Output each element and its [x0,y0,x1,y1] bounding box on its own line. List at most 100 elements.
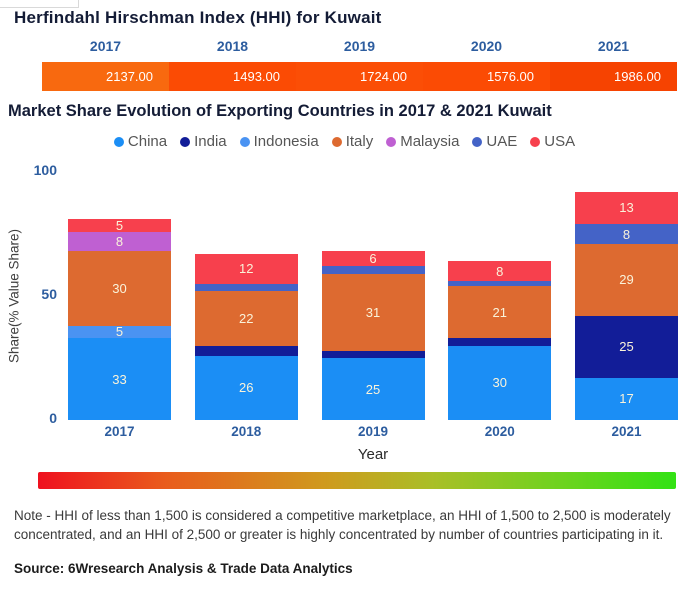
bar-segment-usa-2019[interactable]: 6 [321,251,425,267]
bar-segment-india-2020[interactable] [448,338,552,346]
legend-label: China [127,133,168,150]
legend-label: USA [544,133,576,150]
bar-segment-italy-2020[interactable]: 21 [448,286,552,339]
bar-value-label: 25 [365,381,381,397]
hhi-segment-2021: 1986.00 [550,62,677,91]
bar-value-label: 6 [369,251,377,267]
bar-segment-italy-2018[interactable]: 22 [194,291,298,346]
x-tick-2018: 2018 [231,424,262,439]
hhi-value-bar: 2137.00 1493.00 1724.00 1576.00 1986.00 [42,62,677,91]
bar-value-label: 8 [115,233,124,249]
legend-dot-icon [331,136,342,147]
hhi-title: Herfindahl Hirschman Index (HHI) for Kuw… [14,8,382,27]
hhi-year-label-2020: 2020 [470,38,503,54]
bar-value-label: 13 [619,200,634,216]
bar-segment-indonesia-2017[interactable]: 5 [68,325,171,339]
bar-value-label: 30 [492,375,507,391]
bar-segment-india-2018[interactable] [194,345,298,356]
bar-segment-italy-2017[interactable]: 30 [68,251,171,326]
legend-label: India [194,133,227,150]
stacked-bar-2017: 33 5 30 8 5 [68,219,171,420]
note-text: Note - HHI of less than 1,500 is conside… [14,508,671,543]
hhi-year-label-2018: 2018 [216,38,249,54]
legend-label: Italy [345,133,374,150]
bar-segment-usa-2018[interactable]: 12 [194,253,298,284]
bar-value-label: 33 [112,371,127,387]
bar-segment-india-2019[interactable] [321,350,425,358]
legend-item-malaysia[interactable]: Malaysia [386,133,459,150]
bar-segment-china-2019[interactable]: 25 [321,358,425,420]
bar-value-label: 5 [115,325,124,339]
hhi-segment-2017: 2137.00 [42,62,169,91]
bar-segment-uae-2019[interactable] [321,266,425,274]
legend-item-india[interactable]: India [180,133,227,150]
y-tick-50: 50 [41,286,57,302]
stacked-bar-2019: 25 31 6 [321,251,425,420]
market-share-title: Market Share Evolution of Exporting Coun… [8,102,552,120]
bar-value-label: 5 [115,219,124,232]
hhi-segment-2019: 1724.00 [296,62,423,91]
bar-segment-china-2018[interactable]: 26 [194,355,298,420]
bar-segment-usa-2021[interactable]: 13 [575,191,678,225]
bar-value-label: 17 [619,391,634,407]
legend-dot-icon [386,136,397,147]
x-tick-2017: 2017 [104,424,135,439]
legend-item-uae[interactable]: UAE [472,133,517,150]
stacked-bar-2018: 26 22 12 [194,253,298,420]
bar-value-label: 25 [619,339,634,355]
x-axis-title: Year [357,446,389,463]
bar-segment-uae-2018[interactable] [194,283,298,292]
bar-segment-italy-2021[interactable]: 29 [575,243,678,316]
hhi-segment-2020: 1576.00 [423,62,550,91]
legend-label: Malaysia [400,133,460,150]
x-tick-2019: 2019 [357,424,389,439]
legend-label: UAE [486,133,518,150]
bars-container: 33 5 30 8 5 26 22 12 25 31 6 30 21 8 17 25 29 8 13 [68,172,678,420]
bar-value-label: 8 [496,263,504,279]
hhi-year-label-2017: 2017 [89,38,122,54]
hhi-gradient-scale [38,472,676,489]
x-tick-2020: 2020 [484,424,515,439]
y-tick-100: 100 [33,162,57,178]
legend-item-italy[interactable]: Italy [331,133,374,150]
hhi-year-label-2019: 2019 [343,38,376,54]
legend-dot-icon [530,136,541,147]
bar-segment-malaysia-2017[interactable]: 8 [68,231,171,252]
bar-segment-china-2020[interactable]: 30 [448,345,552,420]
hhi-years-row: 2017 2018 2019 2020 2021 [42,38,677,54]
legend-dot-icon [239,136,250,147]
legend-item-usa[interactable]: USA [530,133,575,150]
bar-segment-usa-2017[interactable]: 5 [68,219,171,232]
top-left-tab-artifact [0,0,79,8]
chart-legend: China India Indonesia Italy Malaysia UAE USA [0,133,689,150]
source-text: Source: 6Wresearch Analysis & Trade Data… [14,561,353,576]
hhi-segment-2018: 1493.00 [169,62,296,91]
bar-segment-china-2017[interactable]: 33 [68,338,171,420]
legend-dot-icon [113,136,124,147]
legend-dot-icon [472,136,483,147]
bar-segment-india-2021[interactable]: 25 [575,315,678,378]
bar-segment-uae-2020[interactable] [448,281,552,287]
bar-segment-italy-2019[interactable]: 31 [321,273,425,351]
bar-segment-china-2021[interactable]: 17 [575,377,678,420]
bar-segment-usa-2020[interactable]: 8 [448,261,552,282]
bar-value-label: 30 [112,281,127,297]
bar-value-label: 29 [619,272,634,288]
bar-value-label: 12 [239,261,254,277]
bar-value-label: 26 [239,380,254,396]
x-tick-2021: 2021 [611,424,642,439]
legend-label: Indonesia [253,133,319,150]
legend-item-indonesia[interactable]: Indonesia [239,133,319,150]
bar-value-label: 31 [365,304,381,320]
plot-area: 33 5 30 8 5 26 22 12 25 31 6 30 21 8 17 25 29 8 13 [68,172,678,420]
bar-value-label: 22 [239,310,254,326]
bar-segment-uae-2021[interactable]: 8 [575,224,678,244]
hhi-year-label-2021: 2021 [597,38,630,54]
bar-value-label: 21 [492,304,507,320]
legend-item-china[interactable]: China [113,133,168,150]
stacked-bar-2021: 17 25 29 8 13 [575,191,678,420]
x-axis-labels: 2017 2018 2019 2020 2021 [68,424,678,439]
bar-value-label: 8 [622,226,631,242]
stacked-bar-2020: 30 21 8 [448,261,552,420]
